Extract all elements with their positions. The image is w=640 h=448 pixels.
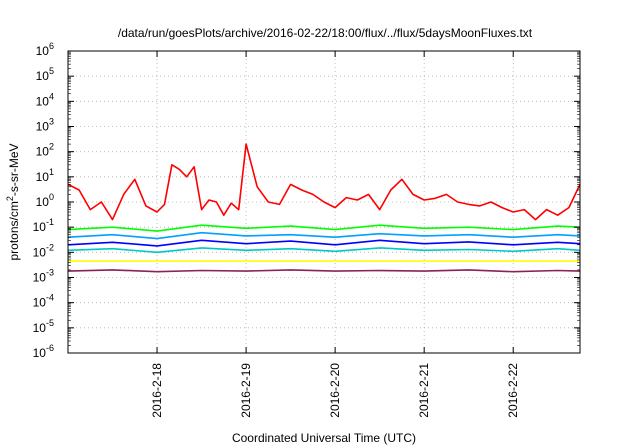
- x-axis-ticks: 2016-2-18 2016-2-19 2016-2-20 2016-2-21 2016…: [150, 51, 520, 418]
- y-axis-title-sup: 2: [5, 196, 15, 201]
- x-tick-label: 2016-2-20: [328, 363, 342, 418]
- series-line-1: [67, 143, 581, 221]
- y-tick-label: 104: [36, 91, 54, 108]
- series-line-5: [67, 247, 581, 254]
- y-tick-label: 10-5: [33, 318, 54, 335]
- y-tick-label: 10-3: [33, 268, 54, 285]
- y-axis-title-suffix: -s-sr-MeV: [7, 143, 21, 196]
- y-tick-label: 100: [36, 192, 54, 209]
- x-tick-label: 2016-2-19: [239, 363, 253, 418]
- y-tick-label: 10-4: [33, 293, 54, 310]
- x-tick-label: 2016-2-22: [506, 363, 520, 418]
- y-tick-label: 101: [36, 167, 54, 184]
- series-line-2: [67, 224, 581, 232]
- series-layer: [67, 143, 581, 273]
- series-line-3: [67, 231, 581, 240]
- x-tick-label: 2016-2-21: [417, 363, 431, 418]
- x-axis-title: Coordinated Universal Time (UTC): [232, 431, 416, 445]
- y-axis-ticks: 10-6 10-5 10-4 10-3 10-2 10-1 100 101 102 103 104 1…: [33, 41, 580, 360]
- y-tick-label: 102: [36, 142, 54, 159]
- x-tick-label: 2016-2-18: [150, 363, 164, 418]
- y-tick-label: 10-2: [33, 242, 54, 259]
- y-axis-title: protons/cm2-s-sr-MeV: [5, 143, 21, 260]
- y-tick-label: 10-1: [33, 217, 54, 234]
- series-line-7: [67, 269, 581, 273]
- chart-title: /data/run/goesPlots/archive/2016-02-22/1…: [118, 26, 533, 40]
- y-tick-label: 10-6: [33, 343, 54, 360]
- y-tick-label: 106: [36, 41, 54, 58]
- y-axis-title-prefix: protons/cm: [7, 201, 21, 260]
- y-tick-label: 105: [36, 66, 54, 83]
- series-line-4: [67, 239, 581, 247]
- y-tick-label: 103: [36, 117, 54, 134]
